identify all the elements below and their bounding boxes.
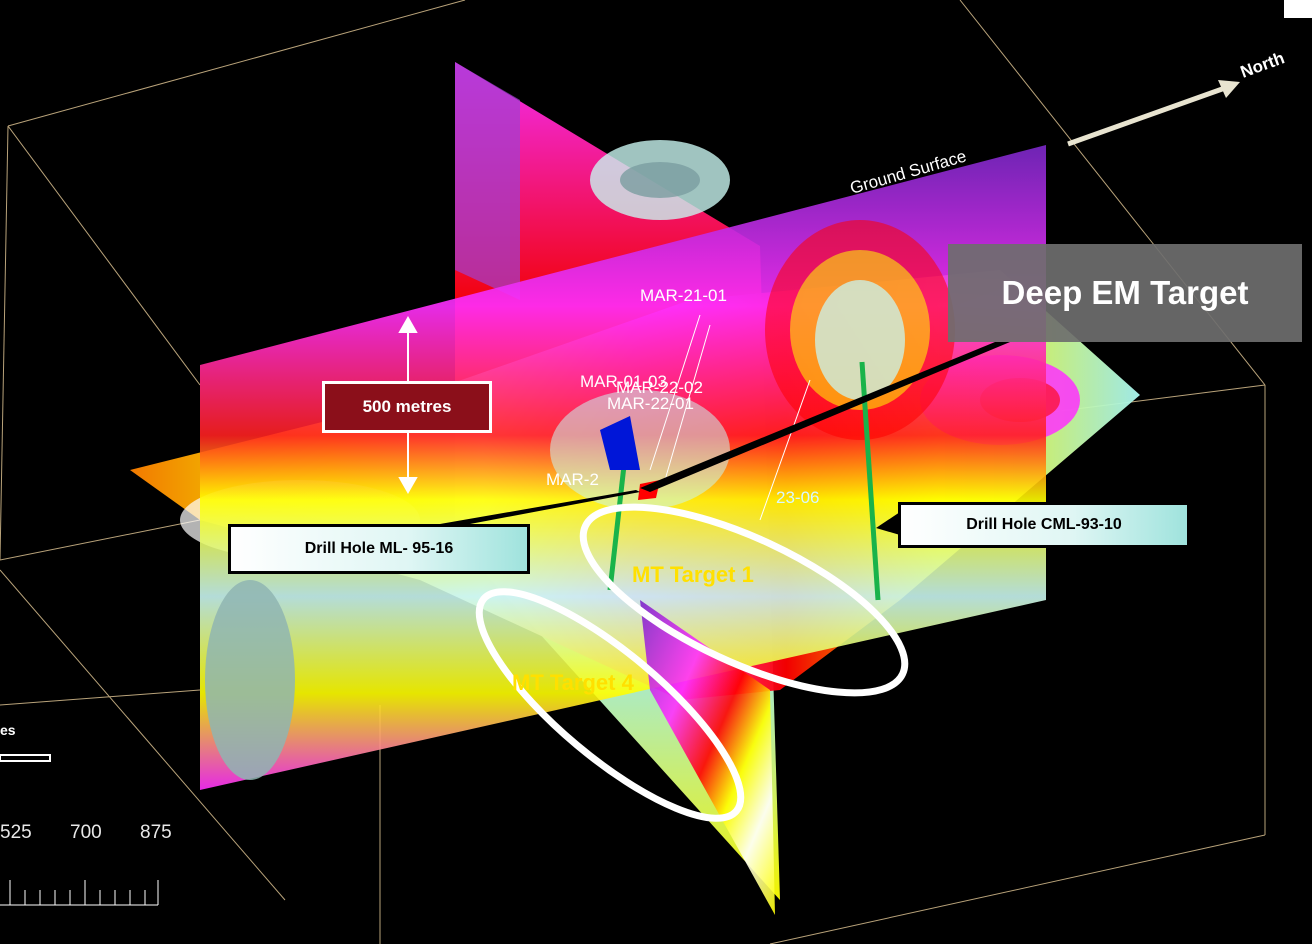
mt-target-4-label: MT Target 4 bbox=[512, 670, 634, 695]
drill-hole-mar-21-01: MAR-21-01 bbox=[640, 286, 727, 305]
drill-hole-mar-2: MAR-2 bbox=[546, 470, 599, 489]
drill-hole-mar-22-02: MAR-22-02 bbox=[616, 378, 703, 397]
mt-target-4-outline bbox=[475, 588, 745, 822]
drill-hole-cml-callout: Drill Hole CML-93-10 bbox=[898, 502, 1190, 548]
corner-marker bbox=[1284, 0, 1312, 18]
depth-scale-label-box: 500 metres bbox=[322, 381, 492, 433]
drill-cml-pointer bbox=[876, 512, 900, 535]
drill-marker-blue bbox=[600, 416, 640, 470]
north-label: North bbox=[1238, 48, 1287, 81]
scale-bar-unit: es bbox=[0, 722, 16, 738]
mt-target-1-outline bbox=[579, 503, 909, 697]
drill-hole-mar-01-03: MAR-01-03 bbox=[580, 372, 667, 391]
depth-scale-label: 500 metres bbox=[362, 397, 452, 416]
drill-hole-ml-callout: Drill Hole ML- 95-16 bbox=[228, 524, 530, 574]
drill-ml-pointer bbox=[440, 490, 640, 524]
deep-em-target-label: Deep EM Target bbox=[1001, 274, 1249, 311]
depth-arrow bbox=[398, 315, 418, 495]
north-arrow-icon bbox=[1067, 80, 1240, 147]
drill-hole-mar-22-01: MAR-22-01 bbox=[607, 394, 694, 413]
vertical-section-front bbox=[640, 600, 775, 915]
deep-em-target-callout: Deep EM Target bbox=[948, 244, 1302, 342]
scale-tick-525: 525 bbox=[0, 822, 32, 843]
scale-tick-700: 700 bbox=[70, 822, 102, 843]
drill-hole-23-06: 23-06 bbox=[776, 488, 820, 507]
drill-hole-ml-label: Drill Hole ML- 95-16 bbox=[304, 540, 454, 557]
drill-hole-cml-label: Drill Hole CML-93-10 bbox=[966, 516, 1122, 533]
scale-bar bbox=[0, 754, 159, 906]
scale-tick-875: 875 bbox=[140, 822, 172, 843]
mt-target-1-label: MT Target 1 bbox=[632, 562, 754, 587]
deep-em-pointer bbox=[640, 342, 1010, 492]
